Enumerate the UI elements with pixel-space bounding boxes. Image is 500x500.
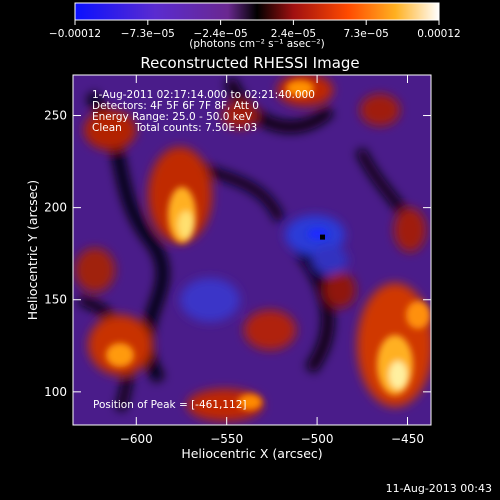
x-axis-label: Heliocentric X (arcsec) — [181, 446, 322, 461]
annotation-energy: Energy Range: 25.0 - 50.0 keV — [92, 111, 253, 123]
x-tick-label: −500 — [301, 432, 334, 446]
minimum-marker — [320, 234, 326, 240]
x-tick-label: −550 — [210, 432, 243, 446]
colorbar-tick-label: 7.3e−05 — [344, 28, 389, 40]
annotation-block: 1-Aug-2011 02:17:14.000 to 02:21:40.000 … — [92, 89, 315, 411]
y-tick-label: 150 — [44, 293, 67, 307]
y-axis-label: Heliocentric Y (arcsec) — [25, 180, 40, 320]
annotation-counts: Clean Total counts: 7.50E+03 — [92, 122, 257, 134]
colorbar-tick-label: 0.00012 — [417, 28, 460, 40]
x-tick-label: −450 — [391, 432, 424, 446]
annotation-detectors: Detectors: 4F 5F 6F 7F 8F, Att 0 — [92, 100, 259, 112]
y-tick-label: 200 — [44, 201, 67, 215]
footer-timestamp: 11-Aug-2013 00:43 — [385, 482, 492, 495]
heatmap-image — [73, 75, 431, 425]
colorbar-tick-label: −0.00012 — [49, 28, 101, 40]
chart-title: Reconstructed RHESSI Image — [140, 54, 359, 72]
annotation-time: 1-Aug-2011 02:17:14.000 to 02:21:40.000 — [92, 89, 315, 101]
colorbar: −0.00012 −7.3e−05 −2.4e−05 2.4e−05 7.3e−05 0.… — [49, 2, 461, 50]
y-tick-label: 250 — [44, 109, 67, 123]
colorbar-tick-label: 2.4e−05 — [271, 28, 316, 40]
colorbar-unit-label: (photons cm⁻² s⁻¹ asec⁻²) — [189, 38, 324, 50]
plot-frame — [72, 74, 432, 426]
x-tick-label: −600 — [120, 432, 153, 446]
colorbar-tick-label: −7.3e−05 — [121, 28, 175, 40]
colorbar-gradient — [74, 2, 440, 21]
y-tick-label: 100 — [44, 385, 67, 399]
annotation-peak: Position of Peak = [-461,112] — [93, 399, 247, 411]
colorbar-tick-label: −2.4e−05 — [194, 28, 248, 40]
